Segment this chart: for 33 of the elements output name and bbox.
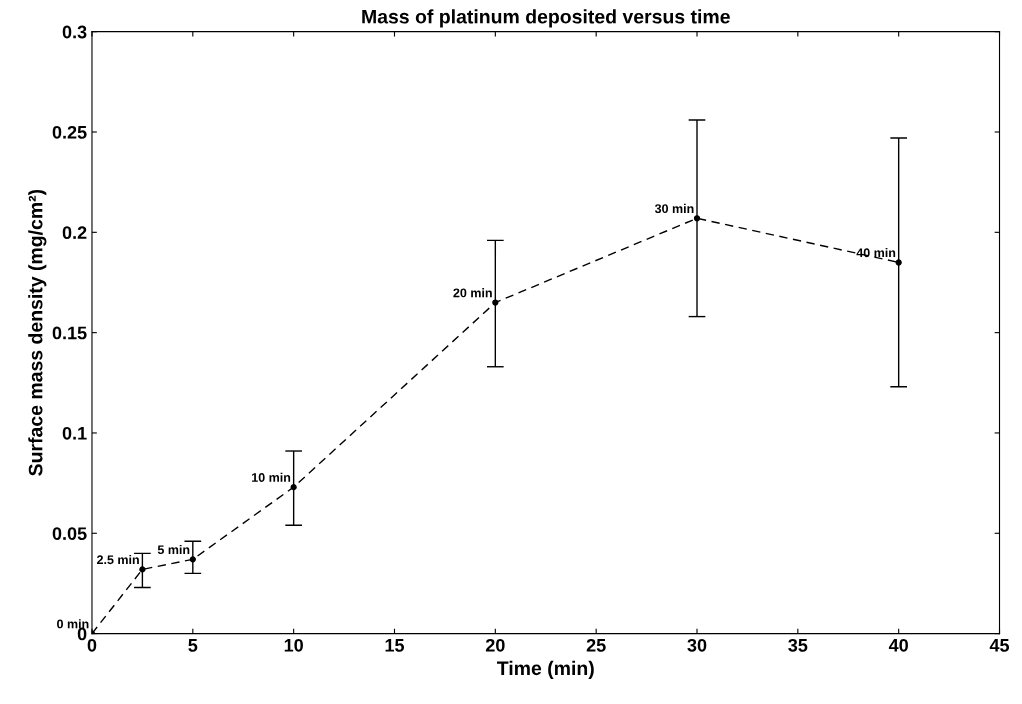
annotation: 10 min [252, 472, 291, 482]
y-tick-label: 0.25 [52, 125, 87, 139]
annotation: 2.5 min [96, 554, 139, 565]
y-tick-label: 0.05 [52, 527, 87, 540]
y-tick-label: 0.1 [62, 426, 87, 440]
annotation: 40 min [856, 247, 896, 258]
x-tick-label: 15 [385, 639, 405, 652]
y-tick-label: 0.15 [52, 326, 87, 340]
annotation: 30 min [654, 203, 694, 214]
x-tick-label: 30 [687, 638, 707, 652]
x-tick-label: 0 [87, 638, 97, 652]
x-tick-label: 35 [788, 638, 808, 652]
point [290, 484, 297, 491]
x-tick-label: 10 [284, 638, 303, 652]
point [139, 566, 146, 573]
point [693, 215, 701, 222]
y-tick-label: 0 [77, 627, 87, 641]
y-tick-label: 0.3 [62, 25, 87, 39]
x-tick-label: 5 [188, 639, 198, 652]
x-tick-label: 25 [586, 638, 606, 652]
x-tick-label: 45 [989, 639, 1010, 652]
point [189, 556, 196, 563]
x-tick-label: 20 [485, 638, 505, 652]
x-axis-title: Time (min) [496, 660, 594, 679]
x-tick-label: 40 [888, 638, 908, 652]
point [895, 259, 902, 266]
annotation: 5 min [157, 544, 190, 555]
y-axis-title: Surface mass density (mg/cm²) [28, 189, 47, 476]
chart-title: Mass of platinum deposited versus time [362, 9, 730, 28]
annotation: 0 min [57, 619, 89, 629]
y-tick-label: 0.2 [62, 226, 87, 240]
annotation: 20 min [453, 288, 492, 298]
point [492, 299, 499, 306]
